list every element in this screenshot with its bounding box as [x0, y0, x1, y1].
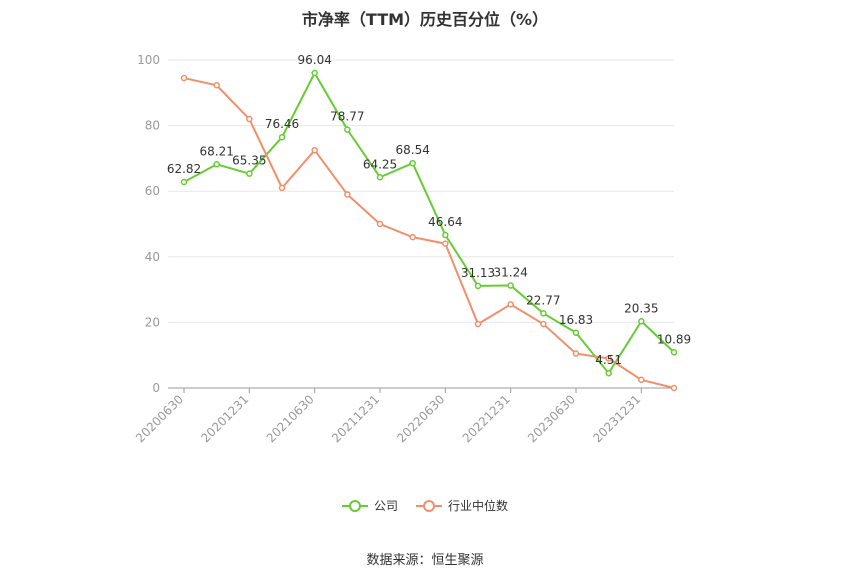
data-point-industry-median: [311, 146, 318, 154]
data-label: 22.77: [526, 293, 560, 307]
data-label: 62.82: [167, 162, 201, 176]
x-tick-label: 20201231: [198, 392, 251, 445]
data-label: 68.21: [199, 144, 233, 158]
y-tick-label: 60: [145, 184, 160, 198]
series-line-industry-median: [183, 77, 675, 389]
data-label: 31.24: [493, 266, 527, 280]
legend-label-industry-median: 行业中位数: [448, 499, 509, 513]
data-point-industry-median: [246, 115, 253, 123]
data-point-company: [376, 174, 384, 181]
data-point-company: [246, 170, 253, 177]
legend-swatch-company: [341, 499, 368, 512]
data-point-company: [409, 159, 416, 167]
data-label: 76.46: [265, 117, 299, 131]
data-source: 数据来源：恒生聚源: [366, 553, 484, 568]
data-point-industry-median: [278, 184, 286, 192]
data-label: 64.25: [363, 157, 397, 171]
data-label: 16.83: [559, 313, 593, 327]
y-tick-label: 20: [145, 315, 160, 329]
x-tick-label: 20220630: [394, 392, 447, 445]
data-point-industry-median: [605, 355, 612, 362]
data-point-industry-median: [474, 320, 482, 328]
data-label: 31.13: [461, 266, 495, 280]
data-point-company: [507, 282, 514, 289]
y-tick-label: 40: [145, 250, 160, 264]
data-point-industry-median: [507, 301, 514, 308]
x-tick-label: 20231231: [590, 392, 643, 445]
data-point-industry-median: [572, 350, 580, 357]
chart-legend: 公司 行业中位数: [0, 497, 850, 514]
x-tick-label: 20230630: [525, 392, 578, 445]
legend-item-company[interactable]: 公司: [341, 497, 398, 514]
chart-title: 市净率（TTM）历史百分位（%）: [301, 10, 549, 29]
legend-item-industry-median[interactable]: 行业中位数: [416, 497, 508, 514]
data-point-company: [540, 310, 547, 317]
y-tick-label: 100: [137, 53, 160, 67]
data-point-company: [474, 282, 482, 290]
data-point-industry-median: [180, 74, 188, 82]
data-label: 10.89: [657, 332, 691, 346]
data-label: 46.64: [428, 215, 462, 229]
data-label: 78.77: [330, 110, 364, 124]
data-point-industry-median: [409, 233, 416, 241]
data-point-industry-median: [442, 240, 449, 247]
data-point-company: [278, 133, 286, 141]
data-point-industry-median: [540, 320, 547, 328]
data-point-industry-median: [213, 82, 220, 89]
data-point-company: [311, 69, 318, 77]
y-tick-label: 0: [152, 381, 160, 395]
data-label: 20.35: [624, 301, 658, 315]
data-point-industry-median: [376, 220, 384, 228]
data-point-company: [572, 329, 580, 337]
data-point-company: [638, 318, 645, 325]
data-label: 4.51: [595, 353, 622, 367]
data-point-company: [180, 178, 188, 186]
legend-swatch-industry-median: [416, 499, 442, 512]
data-point-industry-median: [344, 191, 351, 198]
data-point-company: [213, 161, 220, 168]
x-tick-label: 20200630: [133, 392, 186, 445]
data-point-company: [670, 349, 678, 356]
data-point-company: [344, 126, 351, 133]
x-tick-label: 20210630: [264, 392, 317, 445]
data-point-company: [442, 231, 449, 239]
x-tick-label: 20211231: [329, 392, 382, 445]
data-label: 65.35: [232, 154, 266, 168]
data-point-industry-median: [638, 376, 645, 384]
data-label: 68.54: [395, 143, 429, 157]
x-tick-label: 20221231: [460, 392, 513, 445]
legend-label-company: 公司: [373, 499, 398, 513]
data-label: 96.04: [297, 53, 331, 67]
data-point-company: [605, 369, 612, 377]
y-tick-label: 80: [145, 119, 160, 133]
data-point-industry-median: [670, 384, 678, 392]
